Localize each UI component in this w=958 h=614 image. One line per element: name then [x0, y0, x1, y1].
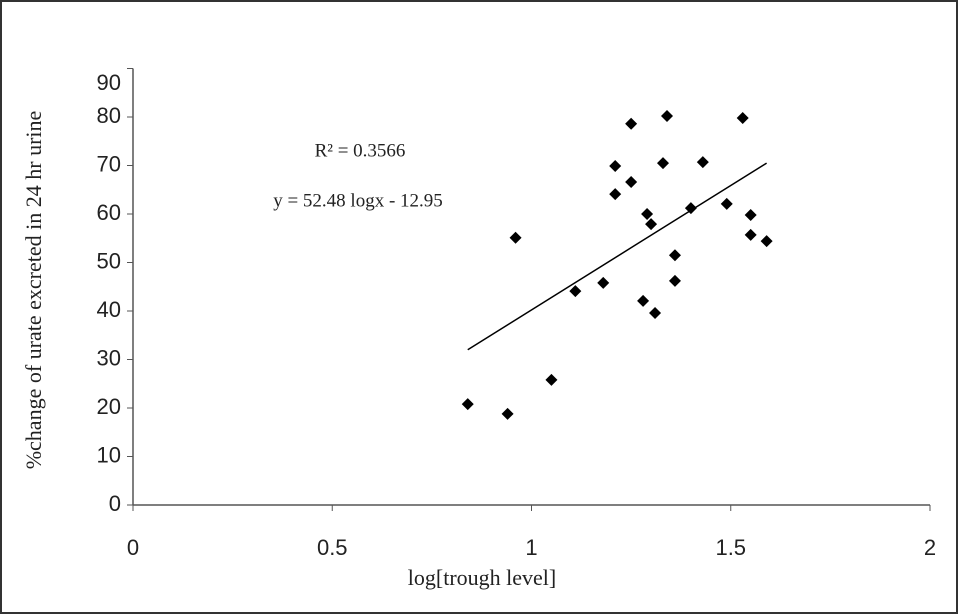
x-tick-label: 1.5 — [715, 535, 746, 560]
point — [668, 249, 681, 262]
y-tick-label: 0 — [109, 491, 121, 516]
point — [744, 208, 757, 221]
point — [660, 110, 673, 123]
point — [461, 398, 474, 411]
point — [545, 373, 558, 386]
y-tick-label: 80 — [97, 103, 121, 128]
point — [609, 159, 622, 172]
y-tick-label: 10 — [97, 442, 121, 467]
point — [696, 156, 709, 169]
point — [744, 228, 757, 241]
point — [657, 157, 670, 170]
y-tick-label: 70 — [97, 151, 121, 176]
point — [668, 274, 681, 287]
y-tick-label: 30 — [97, 345, 121, 370]
point — [609, 188, 622, 201]
point — [509, 231, 522, 244]
x-tick-label: 1 — [525, 535, 537, 560]
x-axis-label: log[trough level] — [408, 565, 556, 590]
point — [637, 294, 650, 307]
trendline — [467, 162, 768, 351]
x-tick-label: 2 — [924, 535, 936, 560]
point — [641, 208, 654, 220]
point — [736, 111, 749, 124]
point — [597, 276, 610, 289]
y-tick-label: 40 — [97, 297, 121, 322]
x-tick-label: 0.5 — [317, 535, 348, 560]
annotation: y = 52.48 logx - 12.95 — [273, 190, 443, 211]
point — [569, 285, 582, 298]
x-tick-label: 0 — [127, 535, 139, 560]
point — [501, 407, 514, 420]
y-tick-label: 20 — [97, 394, 121, 419]
point — [625, 175, 638, 188]
y-tick-label: 50 — [97, 248, 121, 273]
point — [684, 202, 697, 215]
annotation: R² = 0.3566 — [315, 140, 406, 161]
y-axis-label: %change of urate excreted in 24 hr urine — [21, 111, 46, 470]
y-tick-label: 60 — [97, 200, 121, 225]
point — [760, 235, 773, 248]
point — [645, 218, 658, 231]
point — [720, 197, 733, 210]
point — [649, 306, 662, 319]
point — [625, 117, 638, 130]
y-tick-label: 90 — [97, 70, 121, 95]
